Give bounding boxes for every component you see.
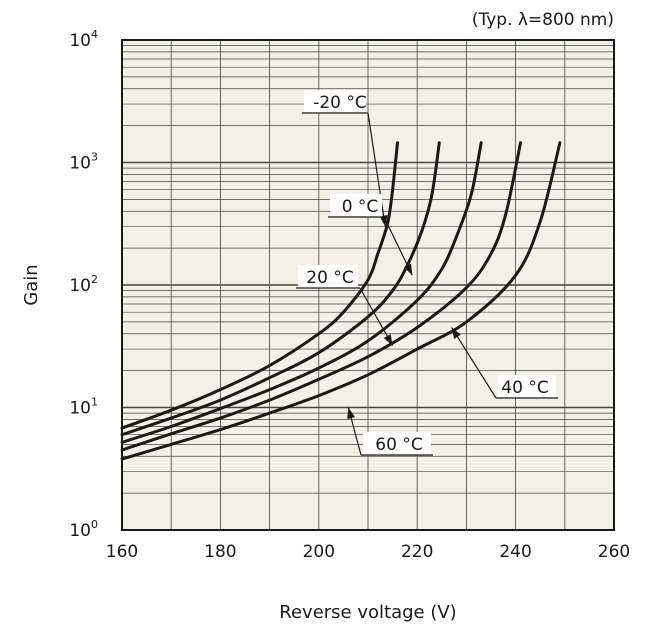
- annotation-label: 20 °C: [306, 268, 353, 288]
- x-axis-label: Reverse voltage (V): [279, 602, 456, 623]
- series-line: [120, 141, 522, 452]
- annotation-label: 60 °C: [375, 435, 422, 455]
- y-axis-label: Gain: [21, 264, 42, 305]
- series-lines: [120, 141, 562, 461]
- x-tick-label: 200: [303, 542, 335, 562]
- x-tick-label: 180: [204, 542, 236, 562]
- series-annotation: 20 °C: [296, 265, 394, 346]
- x-tick-labels: 160 180 200 220 240 260: [106, 542, 630, 562]
- series-annotation: 40 °C: [451, 327, 558, 399]
- annotation-arrowhead: [347, 407, 356, 420]
- annotation-label-bg: [363, 432, 431, 455]
- x-tick-label: 220: [401, 542, 433, 562]
- annotation-arrowhead: [403, 263, 413, 276]
- annotation-arrowhead: [451, 327, 461, 339]
- y-tick-label: 100: [69, 518, 98, 541]
- y-tick-label: 102: [69, 273, 98, 296]
- annotation-arrowhead: [383, 334, 393, 346]
- annotation-label-bg: [330, 194, 382, 217]
- series-line: [120, 141, 399, 430]
- annotation-leader: [451, 327, 497, 399]
- plot-frame: [121, 39, 615, 531]
- y-tick-label: 101: [69, 396, 98, 419]
- series-annotations: -20 °C 0 °C 20 °C 40 °C 60 °C: [296, 90, 558, 456]
- series-line: [120, 141, 562, 461]
- annotation-leader: [359, 287, 394, 346]
- series-annotation: -20 °C: [302, 90, 388, 227]
- x-tick-label: 240: [499, 542, 531, 562]
- annotation-label: -20 °C: [313, 93, 367, 113]
- series-annotation: 60 °C: [347, 407, 433, 456]
- annotation-leader: [367, 112, 386, 227]
- grid: [122, 40, 614, 530]
- x-tick-label: 260: [598, 542, 630, 562]
- measurement-note: (Typ. λ=800 nm): [472, 10, 614, 30]
- annotation-label-bg: [304, 90, 366, 113]
- series-line: [120, 141, 441, 437]
- y-tick-label: 104: [69, 28, 98, 51]
- annotation-label: 40 °C: [501, 378, 548, 398]
- annotation-label-bg: [498, 375, 556, 398]
- series-annotation: 0 °C: [328, 194, 413, 276]
- y-tick-label: 103: [69, 151, 98, 174]
- annotation-label-bg: [298, 265, 358, 288]
- annotation-arrowhead: [379, 215, 388, 227]
- annotation-label: 0 °C: [342, 197, 379, 217]
- y-tick-labels: 100 101 102 103 104: [69, 28, 98, 541]
- series-line: [120, 141, 483, 444]
- x-tick-label: 160: [106, 542, 138, 562]
